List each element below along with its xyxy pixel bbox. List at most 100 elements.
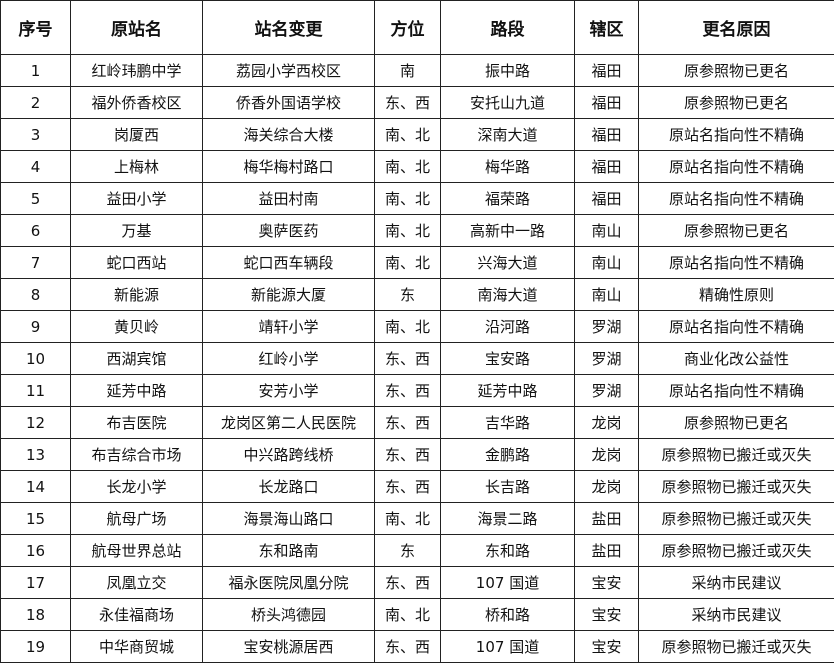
- table-row: 10 西湖宾馆 红岭小学 东、西 宝安路 罗湖 商业化改公益性: [0, 342, 834, 375]
- cell-reason: 原站名指向性不精确: [638, 246, 834, 279]
- cell-direction: 东、西: [374, 470, 441, 503]
- cell-district: 龙岗: [574, 470, 639, 503]
- cell-district: 罗湖: [574, 374, 639, 407]
- cell-new-name: 东和路南: [202, 534, 375, 567]
- table-row: 8 新能源 新能源大厦东南海大道 南山 精确性原则: [0, 278, 834, 311]
- cell-road: 振中路: [440, 54, 575, 87]
- cell-direction: 南、北: [374, 310, 441, 343]
- cell-road: 吉华路: [440, 406, 575, 439]
- cell-district: 盐田: [574, 534, 639, 567]
- cell-reason: 精确性原则: [638, 278, 834, 311]
- cell-direction: 东、西: [374, 566, 441, 599]
- cell-road: 安托山九道: [440, 86, 575, 119]
- cell-direction: 南、北: [374, 118, 441, 151]
- cell-road: 海景二路: [440, 502, 575, 535]
- cell-original-name: 益田小学: [70, 182, 203, 215]
- cell-direction: 南、北: [374, 150, 441, 183]
- cell-index: 10: [0, 342, 71, 375]
- header-index: 序号: [0, 0, 71, 55]
- table-row: 12 布吉医院 龙岗区第二人民医院 东、西 吉华路 龙岗 原参照物已更名: [0, 406, 834, 439]
- cell-original-name: 布吉综合市场: [70, 438, 203, 471]
- cell-road: 沿河路: [440, 310, 575, 343]
- cell-index: 18: [0, 598, 71, 631]
- cell-index: 2: [0, 86, 71, 119]
- cell-original-name: 上梅林: [70, 150, 203, 183]
- cell-index: 11: [0, 374, 71, 407]
- table-row: 6 万基 奥萨医药 南、北 高新中一路 南山 原参照物已更名: [0, 214, 834, 247]
- cell-direction: 东、西: [374, 374, 441, 407]
- cell-reason: 原站名指向性不精确: [638, 310, 834, 343]
- cell-new-name: 荔园小学西校区: [202, 54, 375, 87]
- cell-original-name: 长龙小学: [70, 470, 203, 503]
- cell-district: 宝安: [574, 566, 639, 599]
- cell-index: 6: [0, 214, 71, 247]
- cell-road: 东和路: [440, 534, 575, 567]
- cell-road: 延芳中路: [440, 374, 575, 407]
- cell-original-name: 新能源: [70, 278, 203, 311]
- header-road: 路段: [440, 0, 575, 55]
- table-row: 11 延芳中路 安芳小学 东、西 延芳中路 罗湖 原站名指向性不精确: [0, 374, 834, 407]
- table-row: 2 福外侨香校区 侨香外国语学校 东、西 安托山九道 福田 原参照物已更名: [0, 86, 834, 119]
- header-new-name: 站名变更: [202, 0, 375, 55]
- cell-reason: 原参照物已更名: [638, 214, 834, 247]
- cell-new-name: 侨香外国语学校: [202, 86, 375, 119]
- cell-original-name: 布吉医院: [70, 406, 203, 439]
- cell-road: 桥和路: [440, 598, 575, 631]
- cell-direction: 南、北: [374, 502, 441, 535]
- cell-original-name: 航母广场: [70, 502, 203, 535]
- cell-new-name: 红岭小学: [202, 342, 375, 375]
- cell-road: 福荣路: [440, 182, 575, 215]
- cell-original-name: 红岭玮鹏中学: [70, 54, 203, 87]
- table-row: 1 红岭玮鹏中学 荔园小学西校区南振中路 福田 原参照物已更名: [0, 54, 834, 87]
- cell-district: 盐田: [574, 502, 639, 535]
- cell-district: 宝安: [574, 598, 639, 631]
- cell-district: 龙岗: [574, 406, 639, 439]
- cell-new-name: 中兴路跨线桥: [202, 438, 375, 471]
- cell-road: 长吉路: [440, 470, 575, 503]
- cell-direction: 南、北: [374, 598, 441, 631]
- cell-new-name: 海关综合大楼: [202, 118, 375, 151]
- cell-index: 5: [0, 182, 71, 215]
- cell-district: 福田: [574, 54, 639, 87]
- cell-new-name: 宝安桃源居西: [202, 630, 375, 663]
- cell-original-name: 延芳中路: [70, 374, 203, 407]
- table-body: 1 红岭玮鹏中学 荔园小学西校区南振中路 福田 原参照物已更名 2 福外侨香校区 侨香外国语学…: [0, 54, 834, 663]
- cell-index: 19: [0, 630, 71, 663]
- cell-index: 4: [0, 150, 71, 183]
- cell-new-name: 靖轩小学: [202, 310, 375, 343]
- cell-index: 8: [0, 278, 71, 311]
- cell-original-name: 凤凰立交: [70, 566, 203, 599]
- cell-district: 罗湖: [574, 310, 639, 343]
- cell-new-name: 龙岗区第二人民医院: [202, 406, 375, 439]
- cell-direction: 东: [374, 278, 441, 311]
- cell-new-name: 安芳小学: [202, 374, 375, 407]
- cell-road: 107 国道: [440, 566, 575, 599]
- cell-road: 南海大道: [440, 278, 575, 311]
- header-direction: 方位: [374, 0, 441, 55]
- cell-road: 高新中一路: [440, 214, 575, 247]
- cell-road: 宝安路: [440, 342, 575, 375]
- cell-road: 深南大道: [440, 118, 575, 151]
- cell-new-name: 梅华梅村路口: [202, 150, 375, 183]
- cell-index: 1: [0, 54, 71, 87]
- cell-original-name: 永佳福商场: [70, 598, 203, 631]
- cell-reason: 采纳市民建议: [638, 566, 834, 599]
- cell-original-name: 中华商贸城: [70, 630, 203, 663]
- cell-original-name: 福外侨香校区: [70, 86, 203, 119]
- cell-direction: 东、西: [374, 406, 441, 439]
- cell-index: 16: [0, 534, 71, 567]
- table-row: 5 益田小学 益田村南 南、北 福荣路 福田 原站名指向性不精确: [0, 182, 834, 215]
- table-row: 15 航母广场 海景海山路口 南、北 海景二路 盐田 原参照物已搬迁或灭失: [0, 502, 834, 535]
- cell-reason: 原参照物已搬迁或灭失: [638, 534, 834, 567]
- cell-district: 福田: [574, 150, 639, 183]
- table-row: 13 布吉综合市场 中兴路跨线桥 东、西 金鹏路 龙岗 原参照物已搬迁或灭失: [0, 438, 834, 471]
- cell-original-name: 黄贝岭: [70, 310, 203, 343]
- cell-new-name: 新能源大厦: [202, 278, 375, 311]
- cell-new-name: 蛇口西车辆段: [202, 246, 375, 279]
- table-row: 9 黄贝岭 靖轩小学 南、北 沿河路 罗湖 原站名指向性不精确: [0, 310, 834, 343]
- cell-reason: 原站名指向性不精确: [638, 374, 834, 407]
- cell-district: 宝安: [574, 630, 639, 663]
- cell-index: 7: [0, 246, 71, 279]
- cell-district: 福田: [574, 182, 639, 215]
- cell-district: 龙岗: [574, 438, 639, 471]
